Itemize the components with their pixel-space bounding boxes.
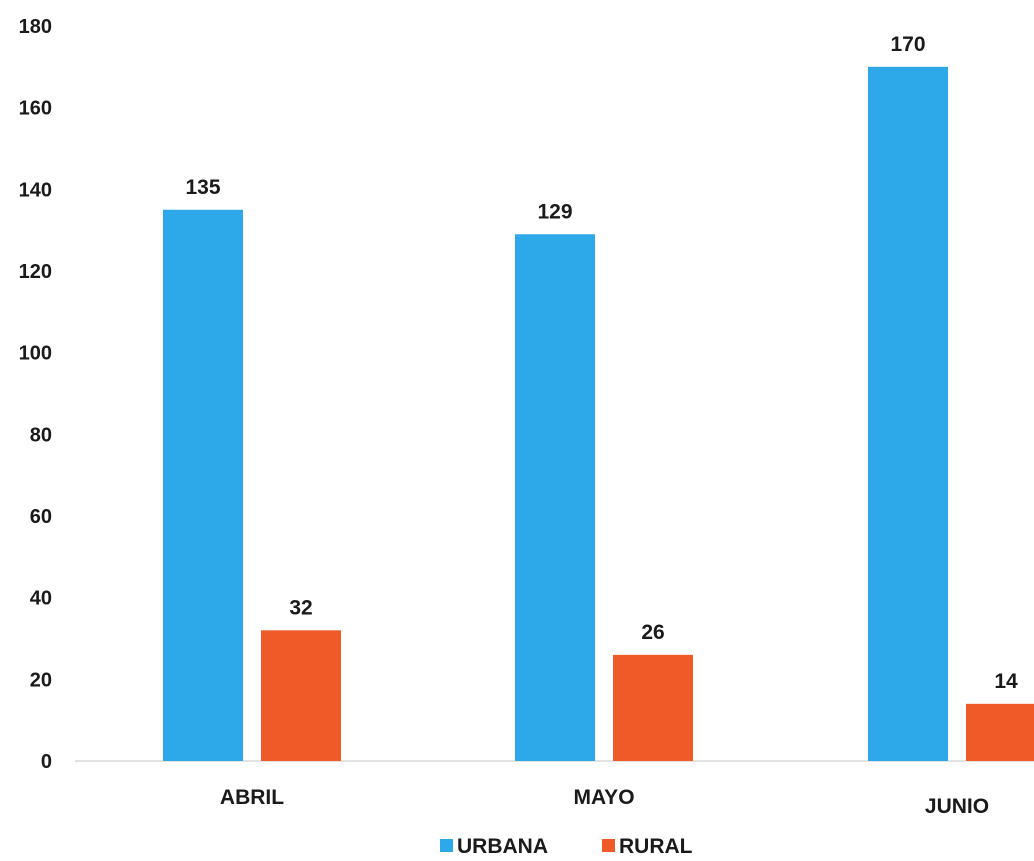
bar-rural-abril [261,630,341,761]
y-tick-label: 160 [19,98,52,120]
legend-label-urbana: URBANA [457,835,548,858]
y-axis-tick-labels: 0 20 40 60 80 100 120 140 160 180 [19,16,52,773]
data-label: 26 [641,621,664,644]
data-label: 32 [289,596,312,619]
y-tick-label: 100 [19,343,52,365]
data-label: 170 [890,33,925,56]
category-labels: ABRIL MAYO JUNIO [220,786,989,818]
y-tick-label: 180 [19,16,52,38]
data-label: 129 [537,200,572,223]
y-tick-label: 0 [41,751,52,773]
bar-urbana-junio [868,66,948,762]
y-tick-label: 120 [19,261,52,283]
x-category-label: MAYO [573,786,634,809]
legend-swatch-rural [602,839,615,852]
legend: URBANA RURAL [440,835,693,858]
y-tick-label: 140 [19,179,52,201]
bar-urbana-mayo [515,234,595,761]
bar-rural-mayo [613,654,693,761]
bars [163,66,1034,762]
x-category-label: JUNIO [925,795,989,818]
x-category-label: ABRIL [220,786,284,809]
legend-label-rural: RURAL [619,835,693,858]
legend-swatch-urbana [440,839,453,852]
y-tick-label: 60 [30,506,52,528]
bar-urbana-abril [163,209,243,761]
data-label: 14 [994,670,1018,693]
y-tick-label: 80 [30,424,52,446]
y-tick-label: 40 [30,588,52,610]
bar-rural-junio [966,703,1034,761]
y-tick-label: 20 [30,669,52,691]
data-labels: 135 129 170 32 26 14 [185,33,1018,693]
data-label: 135 [185,176,220,199]
